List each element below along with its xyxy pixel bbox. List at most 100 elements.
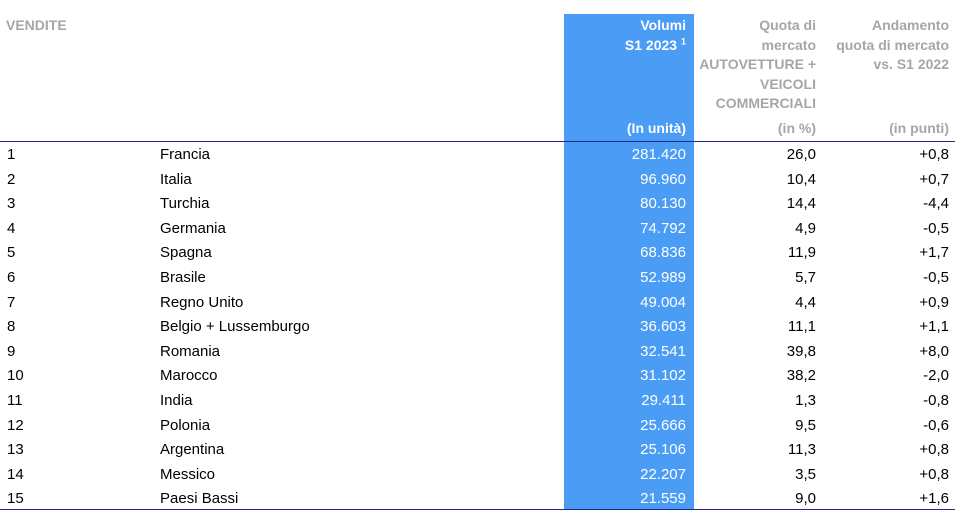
table-row: 6 Brasile 52.989 5,7 -0,5 [0,266,963,291]
rank-cell: 11 [7,391,23,409]
volume-cell: 96.960 [640,170,686,188]
rank-cell: 3 [7,195,16,213]
trend-cell: -2,0 [923,367,949,385]
country-cell: Regno Unito [160,293,244,311]
rank-cell: 8 [7,318,16,336]
rank-cell: 12 [7,416,24,434]
share-unit: (in %) [777,120,816,136]
share-cell: 1,3 [795,391,816,409]
table-row: 8 Belgio + Lussemburgo 36.603 11,1 +1,1 [0,315,963,340]
trend-cell: +0,9 [919,293,949,311]
table-row: 7 Regno Unito 49.004 4,4 +0,9 [0,291,963,316]
table-row: 13 Argentina 25.106 11,3 +0,8 [0,438,963,463]
share-cell: 11,3 [787,441,816,459]
country-cell: Italia [160,170,192,188]
rank-cell: 4 [7,219,16,237]
country-cell: India [160,391,193,409]
country-cell: Brasile [160,268,206,286]
table-row: 10 Marocco 31.102 38,2 -2,0 [0,364,963,389]
share-cell: 3,5 [795,465,816,483]
table-row: 1 Francia 281.420 26,0 +0,8 [0,143,963,168]
trend-cell: +1,7 [919,244,949,262]
volume-cell: 31.102 [640,367,686,385]
rank-cell: 14 [7,465,24,483]
trend-cell: +0,7 [919,170,949,188]
share-header: Quota di mercato AUTOVETTURE + VEICOLI C… [699,17,816,111]
share-cell: 11,9 [787,244,816,262]
table-row: 12 Polonia 25.666 9,5 -0,6 [0,414,963,439]
volumes-header: Volumi S1 2023 1 [564,16,686,55]
table-row: 9 Romania 32.541 39,8 +8,0 [0,340,963,365]
trend-cell: +1,1 [919,318,949,336]
volume-cell: 25.106 [640,441,686,459]
volume-cell: 74.792 [640,219,686,237]
table-row: 5 Spagna 68.836 11,9 +1,7 [0,241,963,266]
trend-cell: -0,8 [923,391,949,409]
header-divider [0,141,955,142]
section-label: VENDITE [6,17,67,33]
share-cell: 26,0 [786,146,816,163]
country-cell: Marocco [160,367,218,385]
volume-cell: 21.559 [640,490,686,508]
trend-unit: (in punti) [889,120,949,136]
trend-cell: -0,6 [923,416,949,434]
volumes-column-highlight [564,14,694,510]
volume-cell: 281.420 [631,146,686,163]
table-body: 1 Francia 281.420 26,0 +0,8 2 Italia 96.960 10,4… [0,143,963,512]
country-cell: Spagna [160,244,212,262]
country-cell: Messico [160,465,216,483]
trend-cell: -4,4 [923,195,949,213]
volumes-footnote-marker: 1 [680,35,686,46]
rank-cell: 10 [7,367,24,385]
volume-cell: 32.541 [640,342,686,360]
country-cell: Germania [160,219,226,237]
share-cell: 4,4 [795,293,816,311]
volume-cell: 52.989 [640,268,686,286]
volume-cell: 36.603 [640,318,686,336]
volume-cell: 49.004 [640,293,686,311]
volume-cell: 80.130 [640,195,686,213]
country-cell: Romania [160,342,221,360]
table-row: 2 Italia 96.960 10,4 +0,7 [0,168,963,193]
trend-cell: +0,8 [919,465,949,483]
share-cell: 9,5 [795,416,816,434]
rank-cell: 6 [7,268,16,286]
trend-cell: +0,8 [919,146,949,163]
country-cell: Turchia [160,195,210,213]
share-cell: 11,1 [787,318,816,336]
share-cell: 10,4 [786,170,816,188]
trend-cell: +8,0 [919,342,949,360]
trend-cell: -0,5 [923,219,949,237]
trend-cell: +1,6 [919,490,949,508]
table-row: 4 Germania 74.792 4,9 -0,5 [0,217,963,242]
share-cell: 38,2 [786,367,816,385]
rank-cell: 15 [7,490,24,508]
volumes-unit: (In unità) [626,120,686,136]
table-row: 11 India 29.411 1,3 -0,8 [0,389,963,414]
trend-cell: +0,8 [919,441,949,459]
trend-header: Andamento quota di mercato vs. S1 2022 [836,17,949,72]
table-row: 14 Messico 22.207 3,5 +0,8 [0,463,963,488]
rank-cell: 5 [7,244,16,262]
country-cell: Francia [160,146,211,163]
rank-cell: 2 [7,170,16,188]
country-cell: Polonia [160,416,211,434]
trend-cell: -0,5 [923,268,949,286]
table-row: 3 Turchia 80.130 14,4 -4,4 [0,192,963,217]
share-cell: 39,8 [786,342,816,360]
rank-cell: 7 [7,293,16,311]
rank-cell: 1 [7,146,16,163]
table-header: VENDITE Volumi S1 2023 1 Quota di mercat… [0,14,963,142]
volumes-header-line2: S1 2023 1 [624,35,686,53]
volume-cell: 29.411 [641,391,686,409]
country-cell: Argentina [160,441,225,459]
table-row: 15 Paesi Bassi 21.559 9,0 +1,6 [0,487,963,512]
country-cell: Paesi Bassi [160,490,239,508]
rank-cell: 9 [7,342,16,360]
volume-cell: 22.207 [640,465,686,483]
volume-cell: 68.836 [640,244,686,262]
table-bottom-divider [0,509,955,510]
share-cell: 9,0 [795,490,816,508]
country-cell: Belgio + Lussemburgo [160,318,310,336]
share-cell: 4,9 [795,219,816,237]
